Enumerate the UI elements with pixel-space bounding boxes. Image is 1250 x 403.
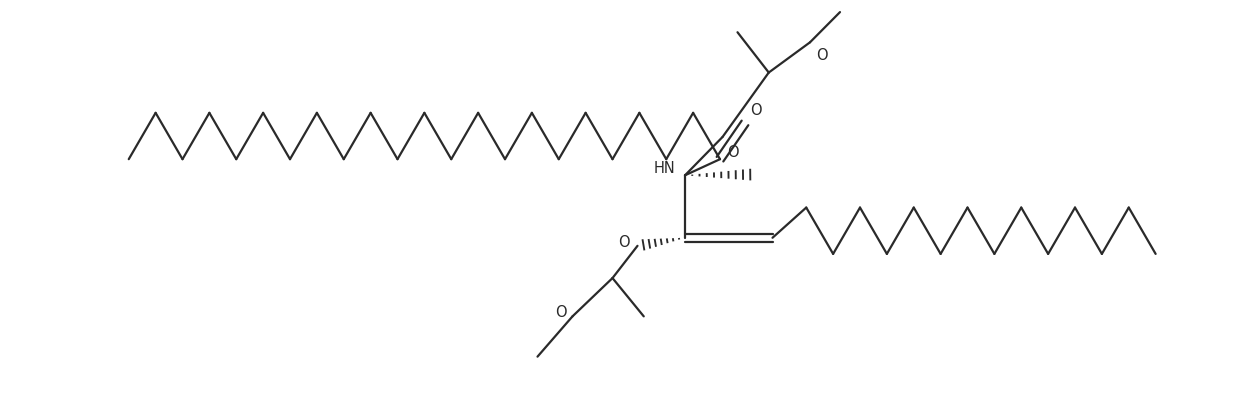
Text: O: O xyxy=(750,103,761,118)
Text: O: O xyxy=(816,48,828,63)
Text: HN: HN xyxy=(654,160,675,176)
Text: O: O xyxy=(619,235,630,250)
Text: O: O xyxy=(728,145,739,160)
Text: O: O xyxy=(555,305,566,320)
